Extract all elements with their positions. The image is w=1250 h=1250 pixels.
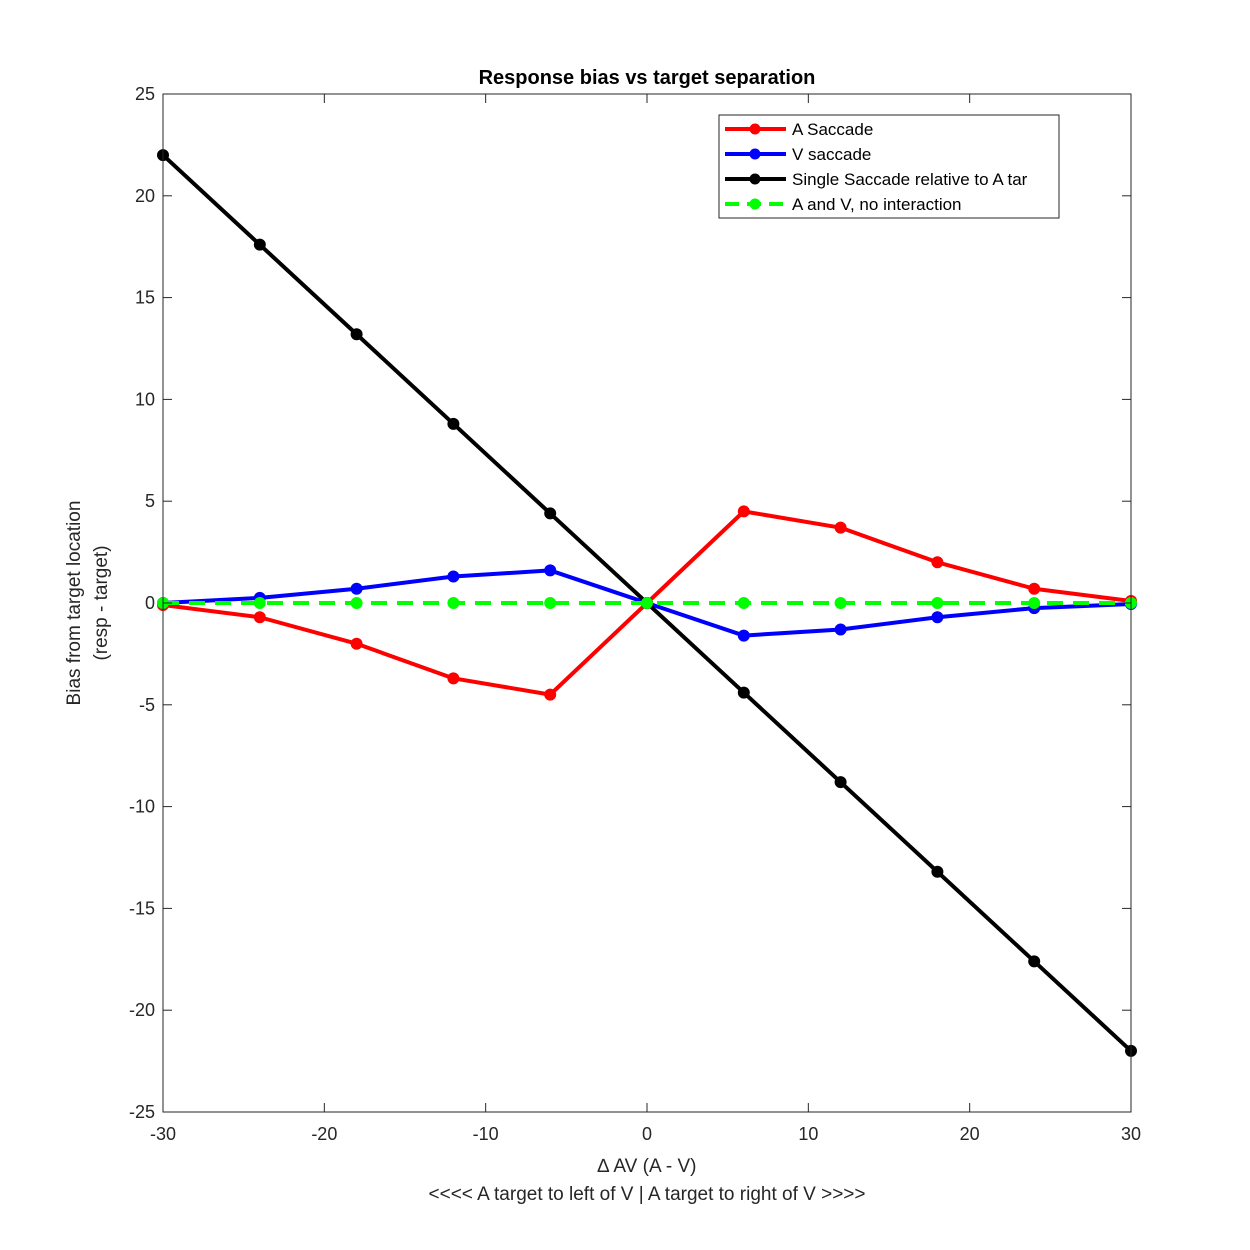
chart-title: Response bias vs target separation (479, 67, 816, 89)
data-point (834, 623, 847, 636)
legend-label: A and V, no interaction (792, 195, 962, 214)
legend-items: A Saccade V saccade Single Saccade relativ… (725, 120, 1028, 214)
data-point (253, 597, 266, 609)
legend-entry: V saccade (725, 145, 871, 164)
data-point (931, 556, 944, 569)
y-tick-label: -10 (129, 797, 155, 817)
data-point (447, 597, 460, 609)
x-tick-label: 30 (1121, 1124, 1141, 1144)
data-point (1028, 597, 1041, 609)
tick-layer: -30 -20 -10 0 10 20 30 -25 -20 -15 -10 -5 0 5 10 15 20 25 (129, 84, 1141, 1144)
legend-label: V saccade (792, 145, 871, 164)
y-tick-label: -15 (129, 898, 155, 918)
legend-entry: A and V, no interaction (725, 195, 962, 214)
x-tick-label: -10 (473, 1124, 499, 1144)
x-tick-label: 10 (798, 1124, 818, 1144)
legend-marker (749, 148, 761, 160)
legend-entry: A Saccade (725, 120, 873, 139)
y-tick-label: 0 (145, 593, 155, 613)
data-point (641, 597, 653, 609)
data-point (834, 776, 847, 789)
data-point (253, 238, 266, 251)
y-tick-label: 20 (135, 186, 155, 206)
data-point (544, 564, 557, 577)
data-point (350, 328, 363, 341)
y-tick-label: 5 (145, 491, 155, 511)
y-axis-sublabel: (resp - target) (91, 545, 112, 660)
data-point (447, 672, 460, 685)
x-tick-label: 0 (642, 1124, 652, 1144)
legend-label: A Saccade (792, 120, 873, 139)
data-point (447, 570, 460, 583)
x-tick-label: -20 (311, 1124, 337, 1144)
y-tick-label: -20 (129, 1000, 155, 1020)
legend: A Saccade V saccade Single Saccade relativ… (718, 114, 1060, 219)
data-point (737, 597, 750, 609)
x-axis-label: ∆ AV (A - V) (598, 1156, 697, 1177)
y-tick-label: -5 (139, 695, 155, 715)
data-point (1028, 955, 1041, 968)
data-point (544, 688, 557, 701)
data-point (253, 611, 266, 624)
data-point (737, 505, 750, 518)
data-point (931, 611, 944, 624)
legend-box (718, 114, 1060, 219)
data-point (447, 417, 460, 430)
legend-marker (749, 198, 761, 210)
data-point (834, 597, 847, 609)
data-point (737, 629, 750, 642)
data-point (737, 686, 750, 699)
data-point (931, 865, 944, 878)
data-point (834, 521, 847, 534)
data-point (350, 597, 363, 609)
data-point (931, 597, 944, 609)
legend-marker (749, 123, 761, 135)
y-axis-label: Bias from target location (64, 501, 85, 706)
data-point (350, 637, 363, 650)
x-tick-label: -30 (150, 1124, 176, 1144)
legend-marker (749, 173, 761, 185)
legend-label: Single Saccade relative to A tar (792, 170, 1028, 189)
y-tick-label: 15 (135, 288, 155, 308)
y-tick-label: -25 (129, 1102, 155, 1122)
data-point (544, 507, 557, 520)
data-point (544, 597, 557, 609)
x-tick-label: 20 (960, 1124, 980, 1144)
series-layer (157, 149, 1137, 1057)
legend-entry: Single Saccade relative to A tar (725, 170, 1028, 189)
y-tick-label: 10 (135, 389, 155, 409)
y-tick-label: 25 (135, 84, 155, 104)
data-point (1028, 582, 1041, 595)
x-axis-sublabel: <<<< A target to left of V | A target to… (429, 1184, 866, 1205)
data-point (350, 582, 363, 595)
